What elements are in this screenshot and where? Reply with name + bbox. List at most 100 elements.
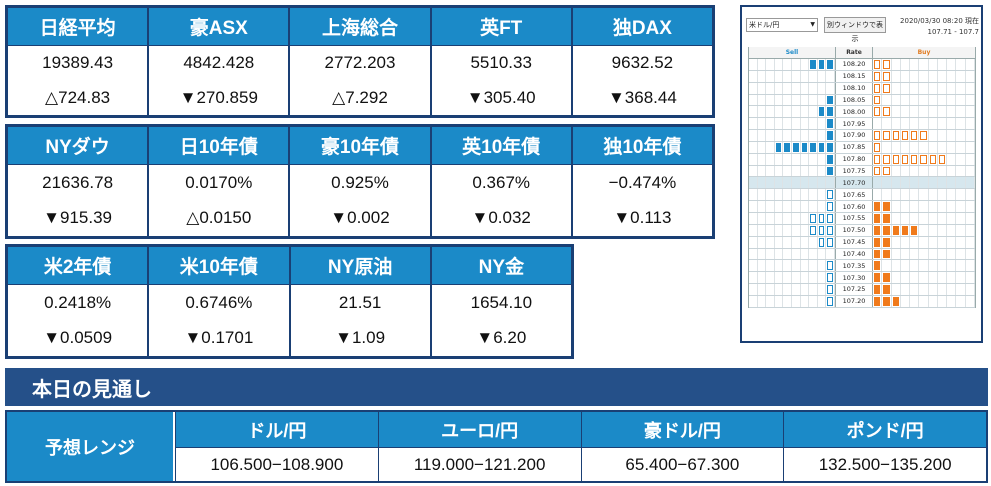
sell-block (826, 189, 835, 201)
sell-orders (749, 106, 835, 118)
outlook-title: 本日の見通し (32, 378, 152, 401)
sell-block (826, 141, 835, 153)
buy-block (956, 70, 966, 82)
sell-block (801, 94, 810, 106)
market-name: 米10年債 (149, 247, 289, 285)
buy-block (947, 106, 957, 118)
buy-block (919, 130, 929, 141)
sell-block (792, 236, 801, 248)
buy-block (882, 224, 892, 236)
market-name: 日経平均 (8, 8, 148, 46)
sell-block (758, 212, 767, 224)
sell-block (749, 189, 758, 201)
forecast-pair-name: ユーロ/円 (378, 412, 581, 448)
sell-block (783, 224, 792, 236)
sell-block (826, 284, 835, 295)
sell-block (766, 70, 775, 82)
rate-value: 107.20 (835, 295, 873, 307)
buy-block (956, 59, 966, 70)
sell-block (758, 236, 767, 248)
sell-block (818, 141, 827, 153)
sell-block (801, 224, 810, 236)
sell-block (792, 272, 801, 284)
market-value: 0.2418% (44, 292, 112, 312)
buy-block (956, 118, 966, 130)
sell-block (792, 248, 801, 260)
buy-block (892, 70, 901, 82)
forecast-pair-name: ポンド/円 (784, 412, 986, 448)
sell-block (758, 260, 767, 272)
buy-orders (873, 82, 975, 94)
buy-block (919, 177, 929, 189)
buy-block (947, 153, 957, 165)
market-name: 豪ASX (149, 8, 289, 46)
buy-block (901, 130, 911, 141)
buy-block (910, 165, 920, 177)
market-name: 豪10年債 (290, 127, 430, 165)
sell-block (826, 130, 835, 141)
buy-block (966, 59, 975, 70)
sell-block (749, 224, 758, 236)
sell-block (783, 236, 792, 248)
buy-block (892, 201, 901, 212)
buy-block (910, 177, 920, 189)
new-window-button[interactable]: 別ウィンドウで表示 (824, 17, 886, 43)
buy-block (956, 165, 966, 177)
buy-block (929, 201, 938, 212)
sell-block (783, 248, 792, 260)
buy-block (892, 248, 901, 260)
sell-block (818, 165, 827, 177)
buy-block (901, 106, 911, 118)
sell-block (775, 130, 784, 141)
buy-block (882, 177, 892, 189)
currency-pair-select[interactable]: 米ドル/円 ▼ (746, 18, 818, 32)
buy-block (956, 236, 966, 248)
rate-value: 107.70 (835, 177, 873, 189)
sell-block (818, 189, 827, 201)
sell-block (801, 82, 810, 94)
buy-block (919, 295, 929, 307)
buy-block (919, 248, 929, 260)
sell-block (766, 284, 775, 295)
sell-orders (749, 59, 835, 70)
sell-orders (749, 248, 835, 260)
sell-block (749, 141, 758, 153)
rate-value: 107.55 (835, 212, 873, 224)
sell-orders (749, 189, 835, 201)
buy-block (882, 70, 892, 82)
buy-block (901, 295, 911, 307)
sell-block (826, 212, 835, 224)
buy-block (882, 59, 892, 70)
forecast-range-label: 予想レンジ (7, 412, 175, 481)
order-book-row: 107.40 (749, 248, 975, 261)
buy-header: Buy (917, 49, 931, 56)
buy-block (956, 177, 966, 189)
sell-block (749, 236, 758, 248)
buy-block (938, 94, 948, 106)
market-cell: 豪ASX 4842.428 ▼270.859 (148, 7, 290, 116)
sell-orders (749, 284, 835, 295)
buy-block (910, 94, 920, 106)
forecast-pair-name: 豪ドル/円 (581, 412, 784, 448)
sell-block (783, 165, 792, 177)
buy-block (956, 141, 966, 153)
sell-block (775, 295, 784, 307)
sell-block (775, 236, 784, 248)
sell-block (775, 212, 784, 224)
sell-block (792, 94, 801, 106)
order-book-row: 107.20 (749, 295, 975, 308)
sell-block (809, 284, 818, 295)
buy-block (966, 272, 975, 284)
market-value: −0.474% (608, 172, 677, 192)
buy-block (873, 94, 883, 106)
buy-block (947, 118, 957, 130)
sell-block (783, 284, 792, 295)
sell-block (809, 212, 818, 224)
order-book-row: 107.45 (749, 236, 975, 249)
sell-block (801, 165, 810, 177)
market-value: 4842.428 (183, 53, 255, 73)
buy-block (929, 94, 938, 106)
buy-orders (873, 284, 975, 295)
buy-block (947, 236, 957, 248)
sell-block (758, 272, 767, 284)
